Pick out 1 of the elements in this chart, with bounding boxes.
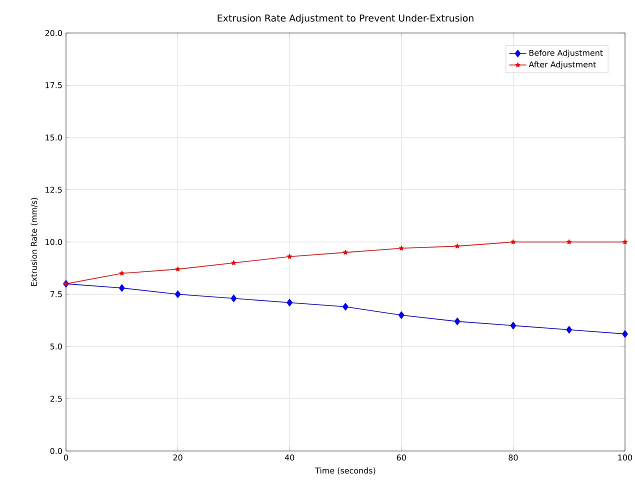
- chart-title: Extrusion Rate Adjustment to Prevent Under-Extrusion: [218, 14, 474, 24]
